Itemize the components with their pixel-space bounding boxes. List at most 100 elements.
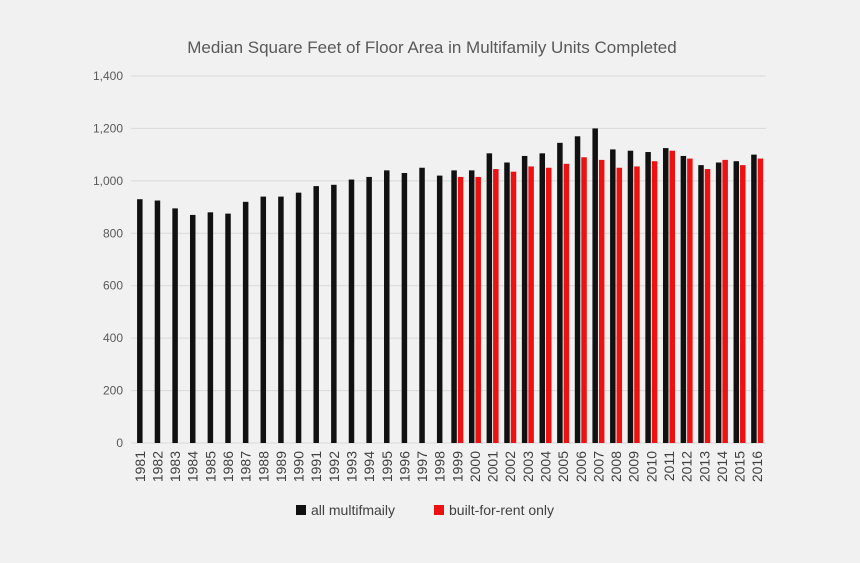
x-tick-label: 2000 bbox=[467, 451, 483, 482]
bar-all-multifamily-2005 bbox=[557, 142, 563, 443]
bar-built-for-rent-2015 bbox=[740, 165, 746, 443]
x-tick-label: 1987 bbox=[238, 451, 254, 482]
bar-built-for-rent-2013 bbox=[704, 169, 711, 443]
bar-all-multifamily-1982 bbox=[154, 200, 161, 443]
x-tick-label: 1995 bbox=[379, 451, 395, 482]
legend: all multifmaily built-for-rent only bbox=[296, 502, 554, 518]
bar-built-for-rent-2014 bbox=[722, 159, 728, 443]
bar-all-multifamily-1998 bbox=[436, 175, 443, 443]
bar-all-multifamily-1988 bbox=[260, 196, 267, 443]
y-tick-label: 1,200 bbox=[93, 121, 123, 135]
y-tick-label: 1,400 bbox=[93, 69, 123, 83]
x-tick-label: 1985 bbox=[202, 451, 218, 482]
bar-all-multifamily-2008 bbox=[610, 149, 616, 443]
y-tick-label: 600 bbox=[103, 279, 123, 293]
x-tick-label: 2012 bbox=[679, 451, 695, 482]
legend-swatch bbox=[434, 505, 444, 515]
y-tick-label: 400 bbox=[103, 331, 123, 345]
x-tick-label: 1998 bbox=[432, 451, 448, 482]
bar-built-for-rent-2000 bbox=[475, 176, 481, 444]
x-tick-label: 1981 bbox=[132, 451, 148, 482]
bar-all-multifamily-1994 bbox=[366, 176, 372, 444]
bar-built-for-rent-2004 bbox=[546, 167, 552, 443]
bar-built-for-rent-2009 bbox=[634, 166, 640, 444]
bar-all-multifamily-2014 bbox=[715, 162, 722, 443]
x-tick-label: 2002 bbox=[502, 451, 518, 482]
x-tick-label: 2008 bbox=[608, 451, 624, 482]
bar-all-multifamily-2006 bbox=[574, 136, 581, 444]
bar-all-multifamily-2009 bbox=[627, 150, 634, 444]
x-tick-label: 2006 bbox=[573, 451, 589, 482]
bar-built-for-rent-2011 bbox=[669, 150, 675, 444]
bar-all-multifamily-1999 bbox=[451, 170, 457, 443]
bar-built-for-rent-2001 bbox=[493, 169, 499, 443]
bars bbox=[137, 128, 764, 444]
x-tick-label: 1990 bbox=[291, 451, 307, 482]
bar-all-multifamily-2001 bbox=[486, 153, 493, 443]
bar-all-multifamily-2015 bbox=[733, 161, 740, 444]
bar-all-multifamily-2016 bbox=[751, 154, 757, 443]
bar-all-multifamily-1985 bbox=[207, 212, 214, 443]
bar-all-multifamily-2010 bbox=[645, 152, 651, 443]
legend-swatch bbox=[296, 505, 306, 515]
bar-all-multifamily-1986 bbox=[225, 213, 231, 443]
x-tick-label: 2010 bbox=[643, 451, 659, 482]
y-axis-ticks: 0 200 400 600 800 1,000 1,200 1,400 bbox=[93, 69, 123, 450]
bar-built-for-rent-2005 bbox=[563, 163, 570, 443]
x-tick-label: 1982 bbox=[149, 451, 165, 482]
bar-all-multifamily-2003 bbox=[521, 155, 528, 444]
y-tick-label: 800 bbox=[103, 226, 123, 240]
x-tick-label: 1994 bbox=[361, 451, 377, 482]
bar-all-multifamily-2004 bbox=[539, 153, 546, 443]
y-tick-label: 0 bbox=[116, 436, 123, 450]
bar-all-multifamily-1993 bbox=[348, 179, 355, 443]
bar-all-multifamily-1987 bbox=[242, 201, 249, 443]
bar-built-for-rent-2010 bbox=[651, 161, 658, 444]
x-tick-label: 2009 bbox=[626, 451, 642, 482]
bar-all-multifamily-1990 bbox=[295, 192, 302, 443]
x-tick-label: 1999 bbox=[449, 451, 465, 482]
bar-all-multifamily-1984 bbox=[189, 214, 196, 443]
x-tick-label: 2007 bbox=[590, 451, 606, 482]
x-tick-label: 1983 bbox=[167, 451, 183, 482]
x-tick-label: 2001 bbox=[485, 451, 501, 482]
chart-title: Median Square Feet of Floor Area in Mult… bbox=[187, 38, 676, 57]
gridlines bbox=[131, 75, 766, 444]
x-tick-label: 2003 bbox=[520, 451, 536, 482]
bar-all-multifamily-2011 bbox=[662, 148, 669, 443]
x-tick-label: 1989 bbox=[273, 451, 289, 482]
x-tick-label: 1996 bbox=[396, 451, 412, 482]
x-tick-label: 1997 bbox=[414, 451, 430, 482]
bar-all-multifamily-2002 bbox=[504, 162, 510, 443]
bar-built-for-rent-1999 bbox=[457, 176, 464, 444]
x-tick-label: 2015 bbox=[732, 451, 748, 482]
bar-all-multifamily-2007 bbox=[592, 128, 598, 443]
x-tick-label: 2005 bbox=[555, 451, 571, 482]
bar-built-for-rent-2002 bbox=[510, 171, 517, 444]
x-tick-label: 1984 bbox=[185, 451, 201, 482]
bar-all-multifamily-1981 bbox=[137, 199, 143, 443]
x-tick-label: 2004 bbox=[538, 451, 554, 482]
bar-built-for-rent-2008 bbox=[616, 167, 623, 443]
bar-all-multifamily-2013 bbox=[698, 165, 704, 443]
bar-all-multifamily-1997 bbox=[419, 167, 425, 443]
y-tick-label: 200 bbox=[103, 384, 123, 398]
bar-built-for-rent-2012 bbox=[687, 158, 693, 443]
legend-label: built-for-rent only bbox=[449, 502, 554, 518]
bar-all-multifamily-1992 bbox=[331, 184, 337, 443]
x-tick-label: 1991 bbox=[308, 451, 324, 482]
x-tick-label: 2014 bbox=[714, 451, 730, 482]
x-tick-label: 1986 bbox=[220, 451, 236, 482]
bar-all-multifamily-1991 bbox=[313, 186, 319, 443]
bar-all-multifamily-1995 bbox=[384, 170, 390, 443]
x-tick-label: 2016 bbox=[749, 451, 765, 482]
bar-all-multifamily-1983 bbox=[172, 208, 178, 443]
x-tick-label: 2011 bbox=[661, 451, 677, 481]
bar-built-for-rent-2007 bbox=[598, 159, 605, 443]
legend-label: all multifmaily bbox=[311, 502, 395, 518]
bar-built-for-rent-2006 bbox=[581, 157, 587, 443]
x-axis-ticks: 1981 1982 1983 1984 1985 1986 1987 1988 1989 1990… bbox=[132, 451, 765, 482]
bar-built-for-rent-2003 bbox=[528, 166, 534, 444]
